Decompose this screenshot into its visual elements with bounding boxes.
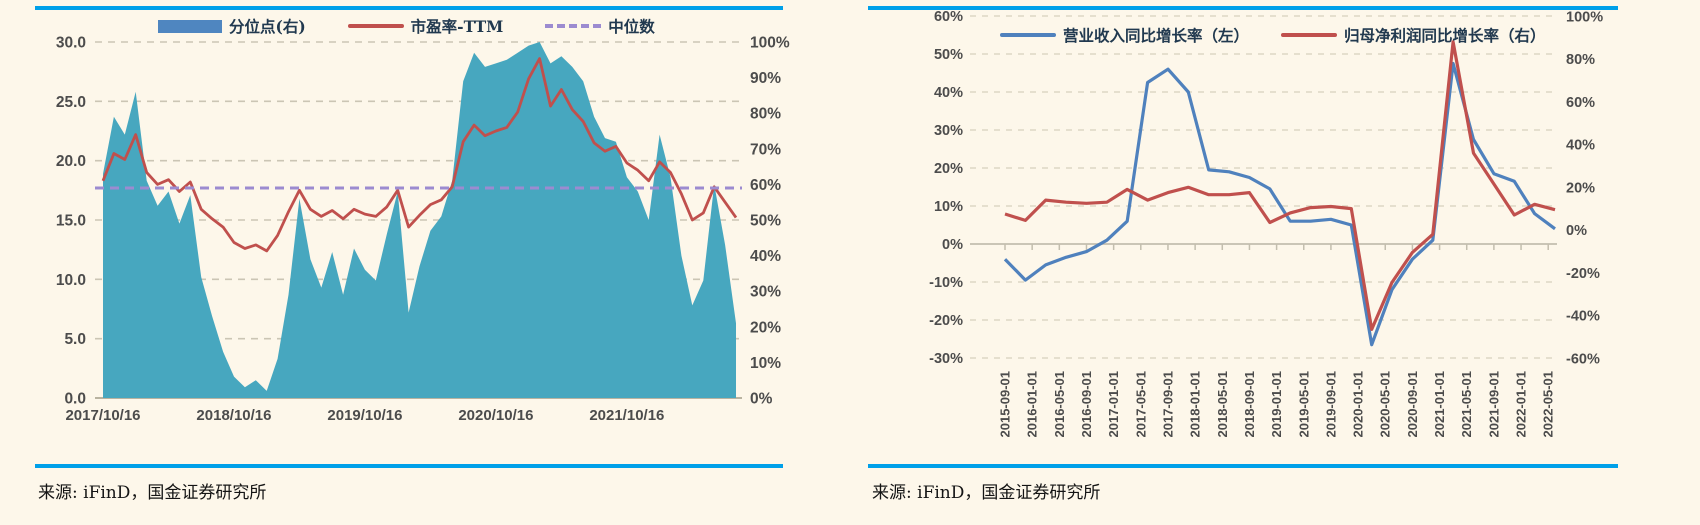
figure-bottom-rule bbox=[868, 464, 1618, 468]
right-axis-tick-label: 60% bbox=[750, 177, 781, 194]
right-axis-tick-label: 20% bbox=[1566, 180, 1595, 196]
legend-item-percentile: 分位点(右) bbox=[158, 15, 306, 37]
x-axis-tick-label: 2018-05-01 bbox=[1215, 371, 1230, 438]
right-axis-tick-label: 0% bbox=[1566, 223, 1587, 239]
figure-top-rule bbox=[35, 6, 783, 10]
pe-line-swatch-icon bbox=[347, 24, 404, 28]
left-axis-tick-label: 20% bbox=[934, 161, 963, 177]
x-axis-tick-label: 2016-05-01 bbox=[1052, 371, 1067, 438]
percentile-bar-swatch-icon bbox=[158, 19, 222, 33]
left-axis-tick-label: 10% bbox=[934, 199, 963, 215]
right-axis-tick-label: 80% bbox=[750, 106, 781, 123]
right-chart-legend: 营业收入同比增长率（左） 归母净利润同比增长率（右） bbox=[1000, 24, 1546, 46]
right-axis-tick-label: 80% bbox=[1566, 52, 1595, 68]
left-axis-tick-label: 20.0 bbox=[56, 153, 86, 170]
right-axis-tick-label: 10% bbox=[750, 355, 781, 372]
x-axis-tick-label: 2018/10/16 bbox=[196, 407, 271, 424]
left-axis-tick-label: 30% bbox=[934, 123, 963, 139]
right-axis-tick-label: 40% bbox=[750, 248, 781, 265]
legend-label: 归母净利润同比增长率（右） bbox=[1344, 26, 1546, 45]
right-axis-tick-label: 70% bbox=[750, 141, 781, 158]
legend-label: 中位数 bbox=[608, 17, 655, 36]
x-axis-tick-label: 2018-09-01 bbox=[1242, 371, 1257, 438]
x-axis-tick-label: 2015-09-01 bbox=[998, 371, 1013, 438]
x-axis-tick-label: 2017/10/16 bbox=[65, 407, 140, 424]
left-axis-tick-label: 40% bbox=[934, 85, 963, 101]
right-axis-tick-label: 60% bbox=[1566, 95, 1595, 111]
source-note: 来源: iFinD，国金证券研究所 bbox=[872, 483, 1101, 503]
x-axis-tick-label: 2016-01-01 bbox=[1025, 371, 1040, 438]
right-axis-tick-label: 90% bbox=[750, 70, 781, 87]
left-axis-tick-label: 30.0 bbox=[56, 35, 86, 52]
x-axis-tick-label: 2017-01-01 bbox=[1106, 371, 1121, 438]
right-axis-tick-label: 40% bbox=[1566, 138, 1595, 154]
percentile-area-series bbox=[103, 42, 736, 398]
figure-top-rule bbox=[868, 6, 1618, 10]
source-note: 来源: iFinD，国金证券研究所 bbox=[38, 483, 267, 503]
x-axis-tick-label: 2017-09-01 bbox=[1160, 371, 1175, 438]
pe-ttm-percentile-chart: 30.0 25.0 20.0 15.0 10.0 5.0 0.0 100% 90% 80% 70% 6… bbox=[56, 35, 790, 425]
x-axis-tick-label: 2019/10/16 bbox=[327, 407, 402, 424]
legend-label: 市盈率-TTM bbox=[410, 17, 504, 36]
median-dash-swatch-icon bbox=[545, 24, 602, 28]
x-axis-tick-label: 2016-09-01 bbox=[1079, 371, 1094, 438]
right-axis-tick-label: -20% bbox=[1566, 266, 1600, 282]
legend-item-median: 中位数 bbox=[545, 15, 655, 37]
left-chart-legend: 分位点(右) 市盈率-TTM 中位数 bbox=[158, 15, 655, 37]
left-axis-tick-label: 0% bbox=[942, 237, 963, 253]
profit-growth-line-series bbox=[1004, 40, 1556, 331]
left-axis-tick-label: 15.0 bbox=[56, 213, 86, 230]
x-axis-tick-label: 2020-01-01 bbox=[1351, 371, 1366, 438]
left-axis-tick-label: -10% bbox=[929, 275, 963, 291]
x-axis-tick-label: 2020-09-01 bbox=[1405, 371, 1420, 438]
x-axis-tick-label: 2019-09-01 bbox=[1323, 371, 1338, 438]
x-axis-tick-label: 2021/10/16 bbox=[589, 407, 664, 424]
x-axis-tick-label: 2018-01-01 bbox=[1188, 371, 1203, 438]
right-axis-tick-label: 100% bbox=[750, 35, 790, 52]
x-axis-tick-label: 2020-05-01 bbox=[1378, 371, 1393, 438]
figure-pe-ttm-percentile: 30.0 25.0 20.0 15.0 10.0 5.0 0.0 100% 90% 80% 70% 6… bbox=[35, 6, 790, 503]
revenue-line-swatch-icon bbox=[1000, 33, 1056, 37]
right-axis-tick-label: 0% bbox=[750, 391, 773, 408]
x-axis-tick-label: 2022-05-01 bbox=[1541, 371, 1556, 438]
legend-item-pe-ttm: 市盈率-TTM bbox=[347, 15, 504, 37]
left-axis-tick-label: 0.0 bbox=[64, 391, 86, 408]
right-axis-tick-label: 100% bbox=[1566, 9, 1603, 25]
x-axis-tick-label: 2019-01-01 bbox=[1269, 371, 1284, 438]
right-axis-tick-label: -60% bbox=[1566, 351, 1600, 367]
legend-label: 营业收入同比增长率（左） bbox=[1063, 26, 1250, 45]
right-axis-tick-label: -40% bbox=[1566, 309, 1600, 325]
legend-item-revenue-growth: 营业收入同比增长率（左） bbox=[1000, 24, 1249, 46]
x-axis-tick-label: 2021-01-01 bbox=[1432, 371, 1447, 438]
legend-item-profit-growth: 归母净利润同比增长率（右） bbox=[1281, 24, 1546, 46]
right-axis-tick-label: 30% bbox=[750, 284, 781, 301]
x-axis-tick-label: 2017-05-01 bbox=[1133, 371, 1148, 438]
x-axis-tick-label: 2021-09-01 bbox=[1486, 371, 1501, 438]
pe-ttm-line-series bbox=[101, 57, 738, 253]
left-axis-tick-label: 10.0 bbox=[56, 272, 86, 289]
x-axis-tick-label: 2022-01-01 bbox=[1514, 371, 1529, 438]
left-axis-tick-label: 25.0 bbox=[56, 94, 86, 111]
left-axis-tick-label: 50% bbox=[934, 47, 963, 63]
growth-rates-chart: 2015-09-01 2016-01-01 2016-05-01 2016-09-01… bbox=[929, 9, 1603, 438]
x-axis-tick-label: 2020/10/16 bbox=[458, 407, 533, 424]
x-axis-tick-label: 2019-05-01 bbox=[1296, 371, 1311, 438]
x-axis-tick-label: 2021-05-01 bbox=[1459, 371, 1474, 438]
left-axis-tick-label: -30% bbox=[929, 351, 963, 367]
right-axis-tick-label: 50% bbox=[750, 213, 781, 230]
left-axis-tick-label: 5.0 bbox=[64, 331, 86, 348]
right-axis-tick-label: 20% bbox=[750, 319, 781, 336]
left-axis-tick-label: -20% bbox=[929, 313, 963, 329]
profit-line-swatch-icon bbox=[1281, 33, 1338, 37]
legend-label: 分位点(右) bbox=[229, 17, 306, 36]
figure-growth-rates: 2015-09-01 2016-01-01 2016-05-01 2016-09-01… bbox=[850, 0, 1700, 525]
left-axis-tick-label: 60% bbox=[934, 9, 963, 25]
figure-bottom-rule bbox=[35, 464, 783, 468]
